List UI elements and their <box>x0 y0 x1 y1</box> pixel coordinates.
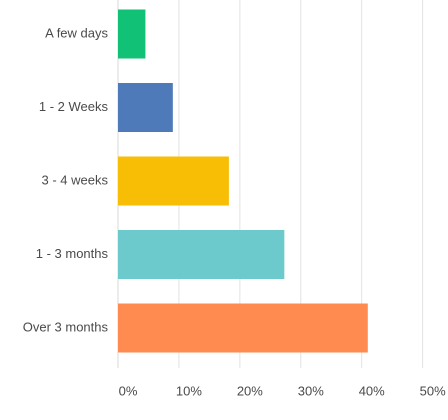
x-tick-label-30: 30% <box>298 383 324 398</box>
tick-label-layer: 0% 10% 20% 30% 40% 50% <box>119 383 446 398</box>
bar-layer <box>118 9 368 353</box>
category-label-0: A few days <box>45 25 108 40</box>
x-tick-label-50: 50% <box>420 383 446 398</box>
x-tick-label-0: 0% <box>119 383 138 398</box>
category-label-3: 1 - 3 months <box>36 246 109 261</box>
category-label-layer: A few days 1 - 2 Weeks 3 - 4 weeks 1 - 3 mo… <box>23 25 109 334</box>
bar-0 <box>118 9 146 59</box>
bar-1 <box>118 83 173 132</box>
bar-2 <box>118 156 229 206</box>
bar-4 <box>118 303 368 353</box>
category-label-1: 1 - 2 Weeks <box>39 99 109 114</box>
bar-3 <box>118 230 285 279</box>
x-tick-label-10: 10% <box>176 383 202 398</box>
category-label-2: 3 - 4 weeks <box>42 172 109 187</box>
x-tick-label-40: 40% <box>359 383 385 398</box>
x-tick-label-20: 20% <box>237 383 263 398</box>
category-label-4: Over 3 months <box>23 319 109 334</box>
